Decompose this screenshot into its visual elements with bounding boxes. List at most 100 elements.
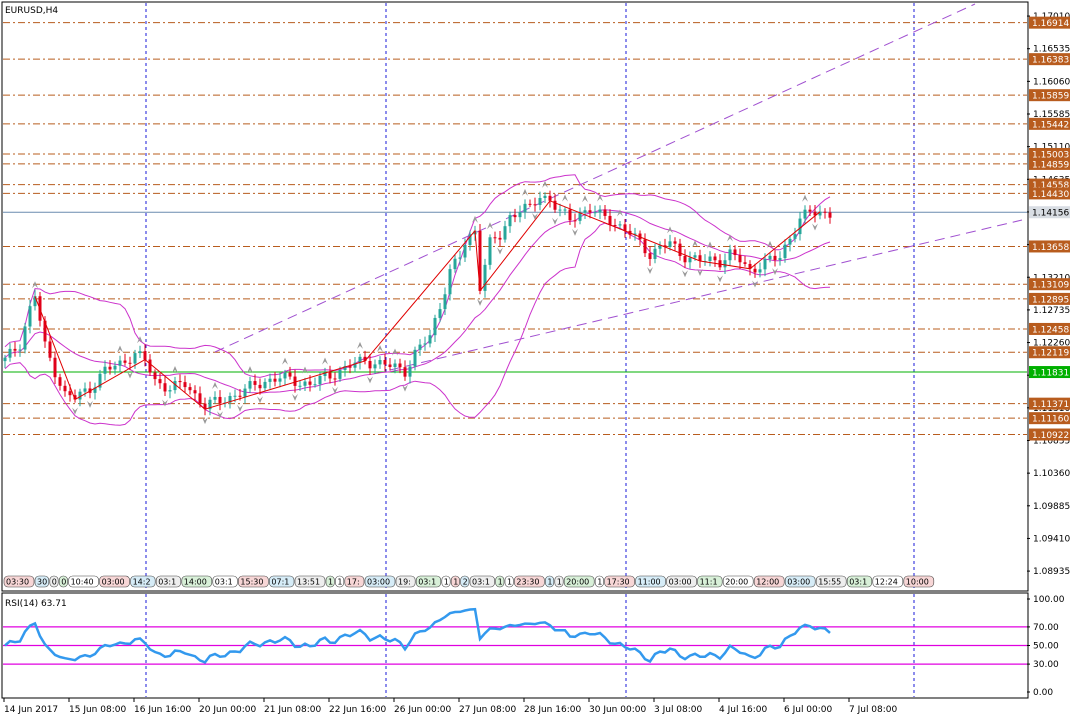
candle-body [83,388,87,392]
level-tag-label: 1.15859 [1032,92,1069,102]
level-tag-box [1029,428,1070,441]
candle-body [308,381,312,385]
session-label-text: 12:00 [756,578,779,587]
candles [3,190,832,416]
candle-body [153,372,157,380]
fractal-up-arrow [472,215,478,223]
candle-body [558,209,562,211]
level-tag: 1.15859 [1029,89,1070,102]
fractal-down-arrow [752,280,758,288]
green-level-tag-label: 1.11831 [1032,369,1069,379]
candle-body [68,391,72,396]
chart-title: EURUSD,H4 [5,6,58,16]
session-label: 03:1 [212,575,238,588]
candle-body [733,249,737,256]
level-tag: 1.11371 [1029,397,1070,410]
candle-body [643,239,647,254]
session-label-text: 14:00 [184,578,207,587]
level-tag: 1.15003 [1029,148,1070,161]
candle-body [418,344,422,350]
band-middle [4,209,831,394]
session-label: 11:00 [635,575,666,588]
candle-body [583,210,587,213]
session-label-box [903,575,935,588]
rsi-title: RSI(14) 63.71 [5,599,67,609]
fractal-up-arrow [392,348,398,356]
session-label: 07:1 [269,575,295,588]
fractal-down-arrow [257,396,263,404]
session-label: 0 [58,575,68,588]
candle-body [158,379,162,384]
fractal-up-arrow [542,180,548,188]
price-tick-label: 1.15585 [1033,110,1070,120]
session-label-box [395,575,416,588]
candle-body [363,356,367,361]
candle-body [208,399,212,410]
candle-body [248,381,252,389]
price-tick-label: 1.12260 [1033,339,1070,349]
session-label-box [554,575,564,588]
candle-body [53,357,57,378]
session-label: 2 [460,575,470,588]
candle-body [8,348,12,358]
fractal-down-arrow [72,407,78,415]
candle-body [813,211,817,216]
fractal-down-arrow [497,247,503,255]
candle-body [73,395,77,400]
candle-body [538,197,542,205]
fractal-up-arrow [597,194,603,202]
session-label-text: 03:1 [849,578,867,587]
candle-body [763,259,767,270]
session-label-box [594,575,604,588]
session-label: 03:1 [155,575,182,588]
session-label-box [604,575,635,588]
candle-body [128,362,132,364]
candle-body [58,377,62,386]
time-tick-label: 4 Jul 16:00 [719,705,768,715]
green-level-tag-box [1029,366,1070,379]
candle-body [673,241,677,244]
session-label-text: 03:1 [472,578,490,587]
session-label-box [504,575,514,588]
fractal-up-arrow [377,345,383,353]
level-tag-label: 1.14558 [1032,181,1069,191]
price-tick-label: 1.10360 [1033,469,1070,479]
candle-body [183,382,187,388]
level-tag-box [1029,346,1070,359]
candle-body [213,396,217,400]
candle-body [563,209,567,211]
session-label-box [697,575,723,588]
time-axis: 14 Jun 2017 15 Jun 08:00 16 Jun 16:00 20 Ju… [3,698,898,715]
candle-body [483,264,487,291]
session-label-text: 12:24 [875,578,898,587]
price-tick-label: 1.16060 [1033,77,1070,87]
level-tag-label: 1.14430 [1032,190,1069,200]
session-label: 03:00 [364,575,396,588]
session-label-text: 1 [453,578,458,587]
level-tag-box [1029,322,1070,335]
candle-body [378,360,382,365]
session-label-text: 03:30 [6,578,29,587]
level-tag: 1.13658 [1029,240,1070,253]
candle-body [348,366,352,368]
fractal-down-arrow [772,268,778,276]
level-tag-box [1029,89,1070,102]
session-label: 11:1 [697,575,723,588]
fractal-down-arrow [162,399,168,407]
session-label-box [469,575,495,588]
candle-body [113,365,117,370]
session-label-text: 03:00 [787,578,810,587]
fractal-up-arrow [117,345,123,353]
session-label-text: 23:30 [516,578,539,587]
level-tag: 1.14859 [1029,157,1070,170]
candle-body [788,238,792,245]
session-label-box [212,575,238,588]
session-label: 1 [554,575,564,588]
candle-body [433,317,437,336]
level-tag: 1.13109 [1029,278,1070,291]
level-tag-label: 1.16383 [1032,56,1069,66]
main-pane-frame [1,1,1029,592]
session-labels: 03:30 30 0 0 10:40 03:00 14:2 03:1 14:00 03:1 15:3… [3,575,935,588]
